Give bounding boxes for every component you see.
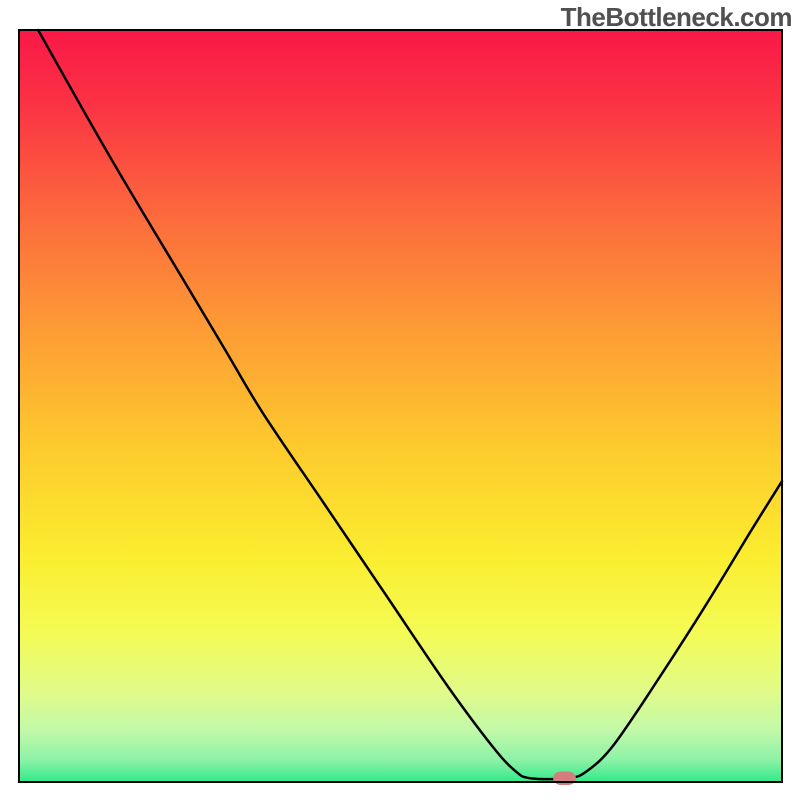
bottleneck-chart — [0, 0, 800, 800]
watermark-text: TheBottleneck.com — [561, 2, 792, 33]
chart-container — [0, 0, 800, 800]
gradient-background — [19, 30, 782, 782]
